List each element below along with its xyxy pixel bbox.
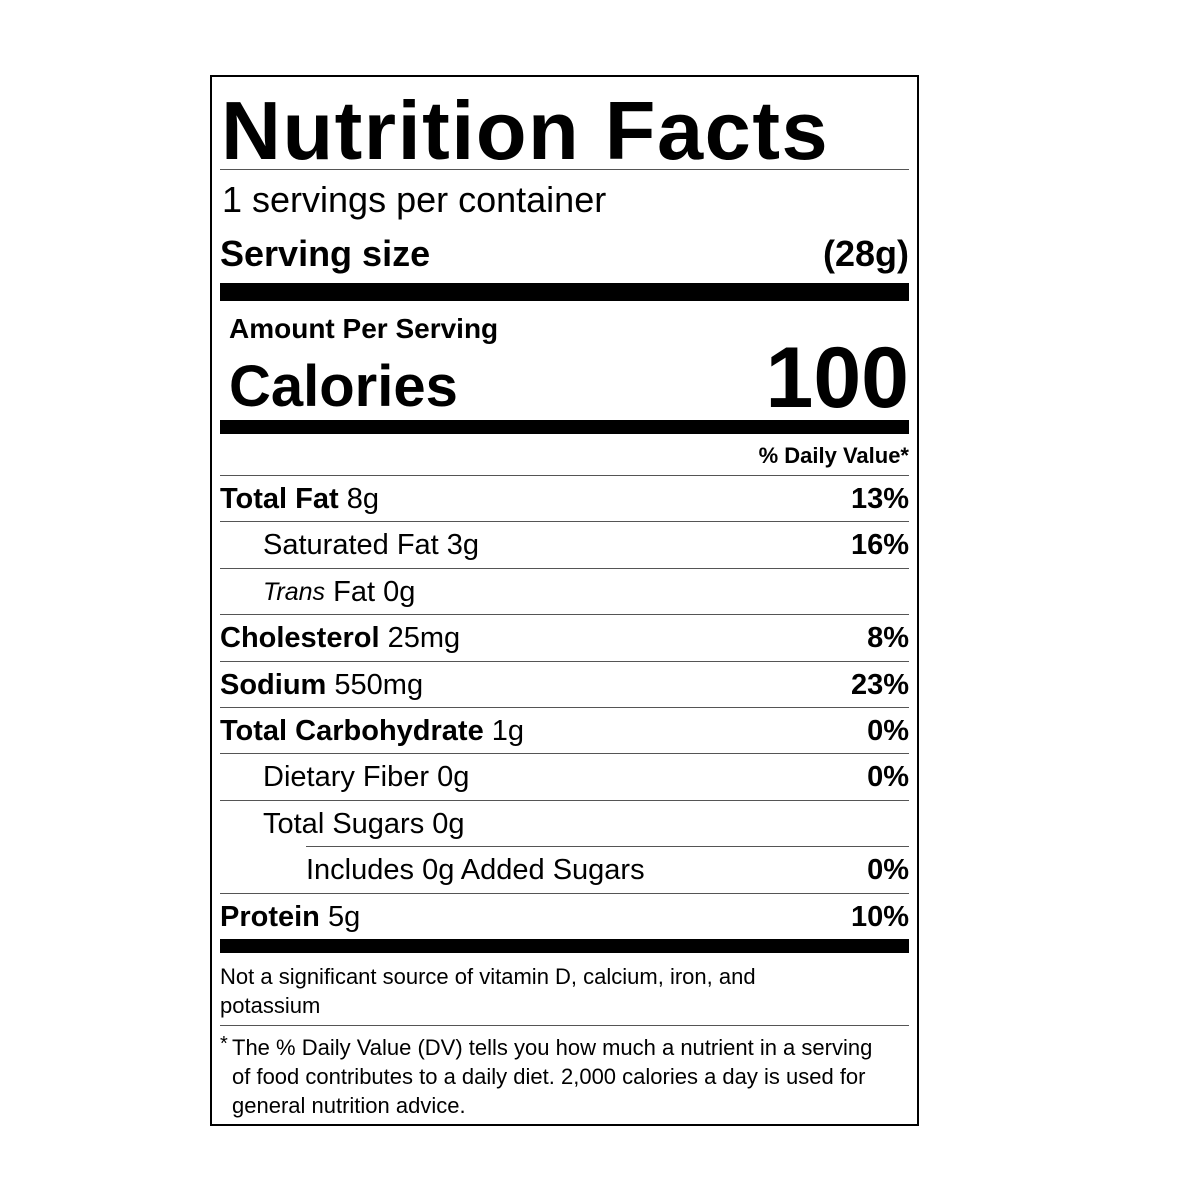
nutrient-row: Includes 0g Added Sugars 0% xyxy=(220,847,909,893)
nutrient-amount: 0g xyxy=(437,760,470,793)
divider xyxy=(220,1025,909,1026)
nutrient-dv: 13% xyxy=(850,482,909,515)
nutrient-dv: 23% xyxy=(850,668,909,701)
nutrient-name: Total Sugars xyxy=(263,807,425,840)
nutrient-name: Sodium xyxy=(220,668,327,701)
nutrient-amount: 550mg xyxy=(334,668,424,701)
nutrient-row: Saturated Fat 3g 16% xyxy=(220,522,909,568)
vitamins-note: Not a significant source of vitamin D, c… xyxy=(220,964,756,1018)
footnote-text: The % Daily Value (DV) tells you how muc… xyxy=(232,1035,873,1118)
nutrient-row: Total Fat 8g 13% xyxy=(220,476,909,522)
nutrient-amount: 0g xyxy=(432,807,465,840)
nutrient-row: Cholesterol 25mg 8% xyxy=(220,615,909,661)
nutrient-amount: 0g xyxy=(383,575,416,608)
serving-size-value: (28g) xyxy=(822,233,909,274)
nutrition-label: Nutrition Facts 1 servings per container… xyxy=(210,75,919,1126)
nutrient-dv: 16% xyxy=(850,528,909,561)
divider xyxy=(220,475,909,476)
nutrient-dv: 8% xyxy=(867,621,909,654)
divider xyxy=(220,893,909,894)
divider xyxy=(220,614,909,615)
divider xyxy=(220,420,909,434)
divider xyxy=(220,661,909,662)
nutrient-name: Dietary Fiber xyxy=(263,760,429,793)
nutrient-name: Total Carbohydrate xyxy=(220,714,484,747)
nutrient-dv: 0% xyxy=(867,853,909,886)
amount-per-serving: Amount Per Serving xyxy=(229,313,499,344)
divider xyxy=(220,568,909,569)
nutrient-name: Includes 0g Added Sugars xyxy=(306,853,645,886)
nutrient-amount: 5g xyxy=(327,900,361,933)
nutrient-row: Dietary Fiber 0g 0% xyxy=(220,754,909,800)
nutrient-row: Protein 5g 10% xyxy=(220,894,909,940)
calories-value: 100 xyxy=(765,330,910,426)
nutrient-dv: 10% xyxy=(850,900,909,933)
nutrient-amount: 1g xyxy=(491,714,525,747)
serving-size-label: Serving size xyxy=(220,233,431,274)
title: Nutrition Facts xyxy=(221,84,830,177)
nutrient-row: Trans Fat 0g xyxy=(220,569,909,615)
nutrient-prefix: Trans xyxy=(263,577,326,606)
nutrient-dv: 0% xyxy=(867,760,909,793)
nutrient-amount: 3g xyxy=(446,528,480,561)
nutrient-row: Total Carbohydrate 1g 0% xyxy=(220,708,909,754)
calories-label: Calories xyxy=(229,354,458,419)
nutrient-name: Saturated Fat xyxy=(263,528,439,561)
nutrient-name: Total Fat xyxy=(220,482,339,515)
divider xyxy=(220,169,909,170)
nutrient-amount: 8g xyxy=(346,482,380,515)
nutrient-amount: 25mg xyxy=(387,621,461,654)
divider xyxy=(220,753,909,754)
divider xyxy=(220,521,909,522)
servings: 1 servings per container xyxy=(222,179,607,220)
daily-value-header: % Daily Value* xyxy=(758,443,909,468)
divider xyxy=(220,283,909,301)
nutrient-row: Sodium 550mg 23% xyxy=(220,662,909,708)
nutrient-row: Total Sugars 0g xyxy=(220,801,909,847)
divider xyxy=(220,800,909,801)
nutrient-dv: 0% xyxy=(867,714,909,747)
divider xyxy=(220,707,909,708)
nutrient-name: Cholesterol xyxy=(220,621,380,654)
divider xyxy=(306,846,909,847)
nutrient-name: Fat xyxy=(333,575,376,608)
footnote-mark: * xyxy=(220,1033,228,1055)
divider xyxy=(220,939,909,953)
nutrient-name: Protein xyxy=(220,900,320,933)
